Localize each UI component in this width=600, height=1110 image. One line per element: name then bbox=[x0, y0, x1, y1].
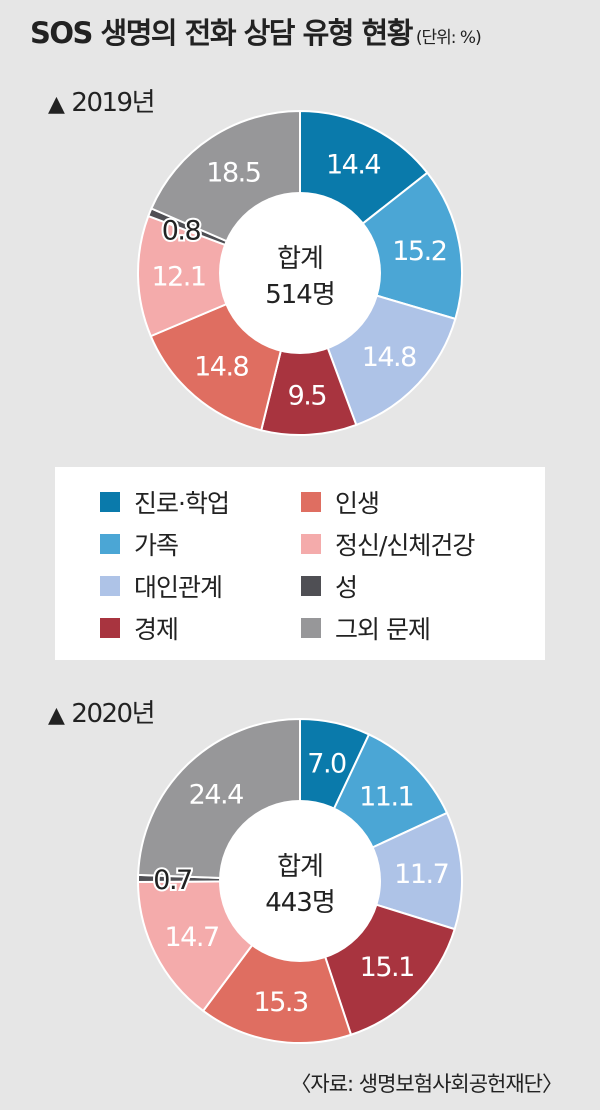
legend-item: 인생 bbox=[301, 484, 380, 520]
legend-label: 정신/신체건강 bbox=[335, 531, 475, 560]
legend-label: 성 bbox=[335, 573, 358, 602]
donut-chart-2020: 7.0 11.1 11.7 15.1 15.3 14.7 0.7 24.4 합계 443명 bbox=[136, 718, 463, 1044]
legend-swatch bbox=[301, 534, 321, 554]
legend-swatch bbox=[301, 492, 321, 512]
legend-item: 가족 bbox=[100, 526, 179, 562]
slice bbox=[260, 269, 358, 436]
legend-swatch bbox=[301, 576, 321, 596]
value-label: 14.8 bbox=[362, 342, 416, 373]
legend-swatch bbox=[301, 618, 321, 638]
value-label: 11.1 bbox=[359, 781, 413, 812]
value-label: 14.7 bbox=[165, 922, 219, 953]
legend-item: 경제 bbox=[100, 610, 179, 646]
legend-item: 진로·학업 bbox=[100, 484, 230, 520]
value-label: 14.8 bbox=[194, 351, 248, 382]
center-label: 합계 bbox=[277, 852, 323, 882]
triangle-icon: ▲ bbox=[48, 703, 65, 728]
value-label: 18.5 bbox=[206, 157, 260, 188]
section-label-2019: ▲ 2019년 bbox=[48, 82, 156, 119]
value-labels: 7.0 11.1 11.7 15.1 15.3 14.7 0.7 24.4 bbox=[151, 748, 450, 1018]
center-value: 443명 bbox=[265, 888, 335, 918]
center-value: 514명 bbox=[265, 280, 335, 310]
legend-swatch bbox=[100, 492, 120, 512]
legend-label: 진로·학업 bbox=[134, 489, 230, 518]
value-label: 15.1 bbox=[360, 952, 414, 983]
legend-swatch bbox=[100, 618, 120, 638]
title-text: SOS 생명의 전화 상담 유형 현황 bbox=[30, 16, 413, 50]
value-label: 24.4 bbox=[189, 779, 243, 810]
value-label: 7.0 bbox=[307, 748, 346, 779]
donut-hole bbox=[219, 192, 381, 354]
legend-label: 인생 bbox=[335, 489, 380, 518]
value-label: 15.2 bbox=[392, 236, 446, 267]
unit-label: (단위: %) bbox=[415, 28, 482, 48]
section-label-2020: ▲ 2020년 bbox=[48, 693, 156, 730]
legend-item: 성 bbox=[301, 568, 358, 604]
value-label: 0.8 bbox=[162, 216, 201, 247]
legend: 진로·학업 가족 대인관계 경제 인생 정신/신체건강 성 그외 문제 bbox=[55, 467, 545, 660]
chart-title: SOS 생명의 전화 상담 유형 현황 (단위: %) bbox=[30, 10, 482, 52]
value-label: 15.3 bbox=[254, 987, 308, 1018]
legend-label: 그외 문제 bbox=[335, 615, 431, 644]
legend-swatch bbox=[100, 534, 120, 554]
triangle-icon: ▲ bbox=[48, 92, 65, 117]
legend-label: 대인관계 bbox=[134, 573, 223, 602]
slice bbox=[137, 214, 303, 338]
donut-chart-2019: 14.4 15.2 14.8 9.5 14.8 12.1 0.818.5 합계 514명 bbox=[137, 110, 463, 436]
value-label: 0.7 bbox=[153, 865, 191, 896]
legend-item: 대인관계 bbox=[100, 568, 223, 604]
slice bbox=[297, 811, 463, 931]
legend-item: 정신/신체건강 bbox=[301, 526, 475, 562]
legend-swatch bbox=[100, 576, 120, 596]
value-label: 14.4 bbox=[326, 150, 380, 181]
value-label: 11.7 bbox=[394, 859, 448, 890]
legend-label: 가족 bbox=[134, 531, 179, 560]
center-label: 합계 bbox=[277, 244, 323, 274]
section-label-text: 2019년 bbox=[71, 88, 155, 118]
legend-item: 그외 문제 bbox=[301, 610, 431, 646]
legend-label: 경제 bbox=[134, 615, 179, 644]
section-label-text: 2020년 bbox=[71, 699, 155, 729]
source-note: 〈자료: 생명보험사회공헌재단〉 bbox=[290, 1072, 563, 1096]
donut-hole bbox=[219, 800, 381, 962]
value-labels: 14.4 15.2 14.8 9.5 14.8 12.1 0.818.5 bbox=[151, 150, 447, 412]
value-label: 12.1 bbox=[151, 261, 205, 292]
value-label: 9.5 bbox=[288, 380, 326, 411]
slice bbox=[201, 878, 353, 1044]
